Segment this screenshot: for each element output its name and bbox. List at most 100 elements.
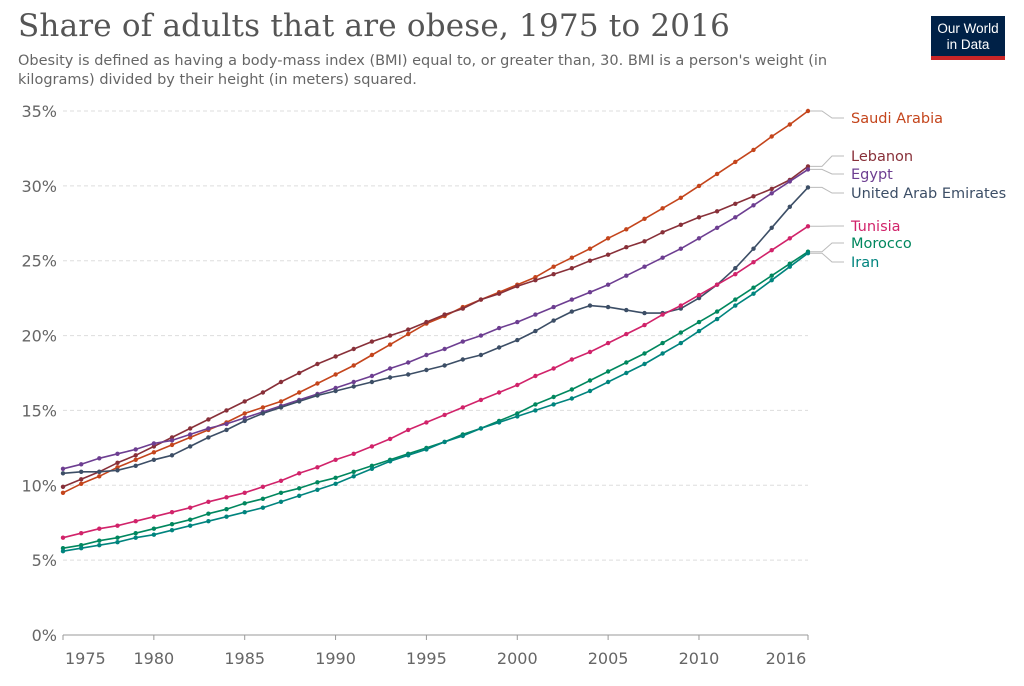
data-point-tunisia-2011 [714, 282, 720, 287]
data-point-tunisia-1977 [97, 526, 102, 531]
data-point-saudi-arabia-2002 [551, 264, 556, 269]
data-point-egypt-1995 [424, 352, 429, 358]
data-point-morocco-1991 [351, 469, 356, 474]
data-point-iran-1989 [315, 487, 320, 492]
series-tunisia [60, 224, 811, 540]
data-point-lebanon-2001 [533, 278, 538, 283]
data-point-saudi-arabia-1980 [151, 450, 157, 455]
leader-line-iran [810, 252, 844, 263]
data-point-morocco-2002 [551, 394, 556, 400]
data-point-lebanon-2012 [733, 201, 738, 206]
data-point-united-arab-emirates-1987 [278, 405, 284, 410]
data-point-egypt-1991 [351, 379, 356, 385]
data-point-united-arab-emirates-1976 [79, 469, 84, 474]
data-point-egypt-2010 [696, 236, 702, 241]
data-point-united-arab-emirates-2003 [569, 309, 574, 314]
our-world-in-data-logo[interactable]: Our World in Data [931, 16, 1005, 60]
data-point-iran-2002 [551, 402, 556, 407]
data-point-united-arab-emirates-2002 [551, 318, 556, 323]
data-point-lebanon-1976 [79, 477, 84, 482]
data-point-iran-2011 [714, 316, 720, 322]
data-point-tunisia-2004 [587, 349, 593, 355]
x-tick-label-1985: 1985 [224, 649, 265, 668]
data-point-saudi-arabia-1975 [60, 490, 66, 495]
chart-title: Share of adults that are obese, 1975 to … [18, 8, 731, 44]
data-point-iran-1986 [260, 505, 266, 510]
data-point-tunisia-2008 [660, 312, 665, 317]
x-axis: 1975 1980 1985 1990 1995 2000 2005 2010 2016 [62, 634, 809, 668]
data-point-egypt-1994 [406, 360, 411, 365]
data-point-united-arab-emirates-2012 [733, 266, 738, 271]
data-point-united-arab-emirates-1986 [260, 411, 266, 416]
data-point-tunisia-1999 [496, 390, 502, 395]
data-point-egypt-1999 [496, 325, 502, 331]
data-point-saudi-arabia-1994 [406, 331, 411, 337]
data-point-egypt-1998 [478, 333, 484, 338]
series-label-morocco: Morocco [851, 236, 912, 252]
data-point-united-arab-emirates-1980 [151, 457, 157, 462]
data-point-tunisia-2005 [605, 340, 611, 346]
data-point-iran-1983 [206, 519, 211, 524]
data-point-iran-2005 [605, 379, 611, 385]
data-point-egypt-1977 [97, 456, 102, 461]
series-line-egypt [62, 168, 809, 470]
data-point-saudi-arabia-2007 [642, 216, 647, 221]
data-point-united-arab-emirates-1981 [169, 453, 175, 458]
data-point-saudi-arabia-1977 [97, 474, 102, 479]
data-point-iran-1980 [151, 532, 157, 537]
data-point-united-arab-emirates-1979 [133, 463, 138, 468]
data-point-iran-1985 [242, 510, 247, 515]
data-point-united-arab-emirates-2014 [769, 225, 774, 230]
data-point-iran-2012 [733, 303, 738, 308]
data-point-egypt-2006 [624, 273, 629, 278]
data-point-united-arab-emirates-1983 [206, 435, 211, 440]
chart-subtitle: Obesity is defined as having a body-mass… [18, 53, 828, 88]
data-point-egypt-1984 [224, 421, 229, 427]
data-point-lebanon-2007 [642, 239, 647, 244]
data-point-united-arab-emirates-1985 [242, 418, 247, 424]
data-point-iran-1995 [424, 447, 429, 452]
data-point-tunisia-1986 [260, 484, 266, 489]
data-point-lebanon-2000 [515, 284, 520, 289]
x-tick-label-1980: 1980 [133, 649, 174, 668]
data-point-egypt-1978 [115, 451, 120, 456]
data-point-iran-1984 [224, 514, 229, 519]
data-point-morocco-2007 [642, 351, 647, 356]
data-point-iran-2010 [696, 328, 702, 334]
data-point-tunisia-1981 [169, 510, 175, 515]
data-point-iran-1975 [60, 549, 66, 554]
series-label-lebanon: Lebanon [851, 149, 913, 165]
data-point-united-arab-emirates-2006 [624, 307, 629, 313]
series-lebanon [60, 164, 811, 489]
data-point-egypt-1996 [442, 346, 447, 352]
data-point-morocco-2011 [714, 309, 720, 314]
data-point-lebanon-1985 [242, 399, 247, 404]
data-point-united-arab-emirates-1994 [406, 372, 411, 377]
x-tick-label-1995: 1995 [406, 649, 447, 668]
data-point-lebanon-2014 [769, 186, 774, 192]
data-point-egypt-2007 [642, 264, 647, 269]
data-point-morocco-2001 [533, 402, 538, 407]
data-point-tunisia-2009 [678, 303, 683, 308]
data-point-egypt-2014 [769, 191, 774, 196]
data-point-tunisia-2015 [787, 236, 792, 241]
y-tick-label-25: 25% [21, 252, 57, 271]
y-tick-label-15: 15% [21, 401, 57, 420]
data-point-united-arab-emirates-1992 [369, 379, 375, 385]
data-point-saudi-arabia-2003 [569, 255, 574, 260]
data-point-saudi-arabia-1979 [133, 457, 138, 462]
data-point-tunisia-1975 [60, 535, 66, 540]
data-point-egypt-1983 [206, 426, 211, 431]
x-tick-label-2010: 2010 [679, 649, 720, 668]
series-line-lebanon [62, 165, 809, 488]
data-point-iran-2009 [678, 340, 683, 346]
data-point-tunisia-1987 [278, 478, 284, 483]
data-point-lebanon-2002 [551, 272, 556, 277]
data-point-lebanon-1999 [496, 291, 502, 296]
data-point-saudi-arabia-2008 [660, 206, 665, 211]
logo-line-1: Our World [937, 21, 999, 36]
y-tick-label-35: 35% [21, 102, 57, 121]
data-point-lebanon-2010 [696, 215, 702, 220]
data-point-saudi-arabia-2013 [751, 147, 756, 153]
data-point-united-arab-emirates-1998 [478, 352, 484, 358]
